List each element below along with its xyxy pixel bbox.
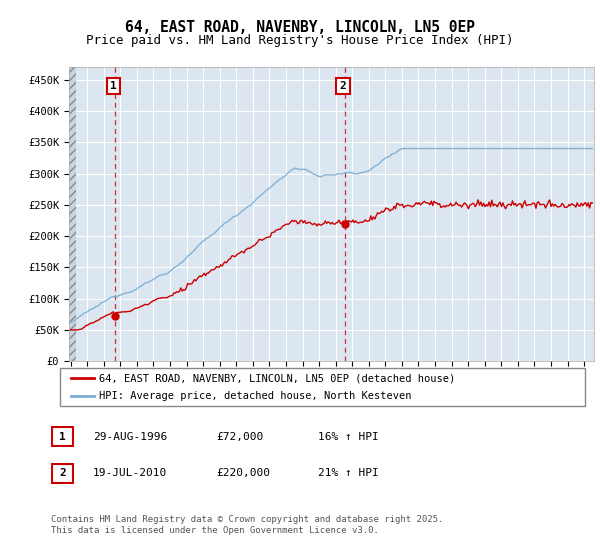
Text: £220,000: £220,000 <box>216 468 270 478</box>
FancyBboxPatch shape <box>52 427 73 446</box>
Text: 16% ↑ HPI: 16% ↑ HPI <box>318 432 379 442</box>
Text: 29-AUG-1996: 29-AUG-1996 <box>93 432 167 442</box>
Bar <box>69 67 76 361</box>
Text: HPI: Average price, detached house, North Kesteven: HPI: Average price, detached house, Nort… <box>100 391 412 401</box>
Text: £72,000: £72,000 <box>216 432 263 442</box>
Text: 2: 2 <box>59 468 66 478</box>
FancyBboxPatch shape <box>52 464 73 483</box>
Text: 1: 1 <box>59 432 66 442</box>
Text: 64, EAST ROAD, NAVENBY, LINCOLN, LN5 0EP: 64, EAST ROAD, NAVENBY, LINCOLN, LN5 0EP <box>125 20 475 35</box>
Text: 64, EAST ROAD, NAVENBY, LINCOLN, LN5 0EP (detached house): 64, EAST ROAD, NAVENBY, LINCOLN, LN5 0EP… <box>100 373 455 383</box>
FancyBboxPatch shape <box>60 368 585 406</box>
Text: 19-JUL-2010: 19-JUL-2010 <box>93 468 167 478</box>
Text: 21% ↑ HPI: 21% ↑ HPI <box>318 468 379 478</box>
Text: 2: 2 <box>340 81 346 91</box>
Text: Contains HM Land Registry data © Crown copyright and database right 2025.
This d: Contains HM Land Registry data © Crown c… <box>51 515 443 535</box>
Text: 1: 1 <box>110 81 116 91</box>
Text: Price paid vs. HM Land Registry's House Price Index (HPI): Price paid vs. HM Land Registry's House … <box>86 34 514 46</box>
